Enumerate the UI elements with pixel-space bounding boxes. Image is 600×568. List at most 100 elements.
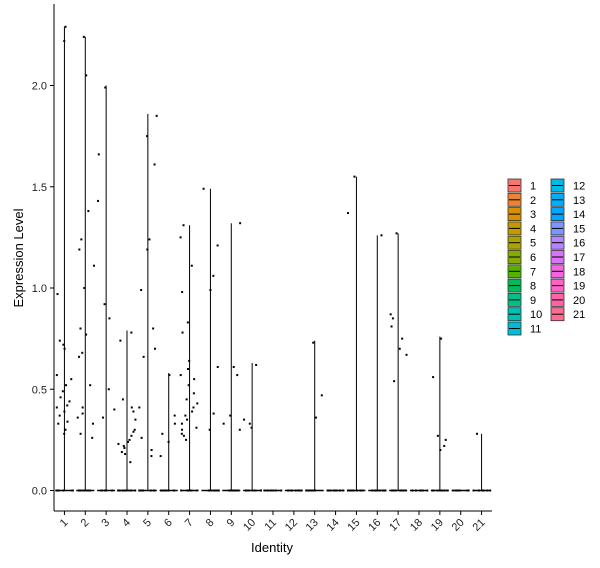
data-point: [108, 317, 111, 320]
data-point: [64, 428, 67, 431]
data-point: [216, 489, 219, 492]
data-point: [134, 418, 137, 421]
data-point: [62, 489, 65, 492]
data-point: [310, 489, 313, 492]
data-point: [134, 489, 137, 492]
x-tick-label: 17: [387, 517, 404, 534]
data-point: [63, 432, 66, 435]
data-point: [66, 404, 69, 407]
data-point: [482, 489, 485, 492]
data-point: [374, 489, 377, 492]
data-point: [186, 321, 189, 324]
data-point: [489, 489, 492, 492]
data-point: [287, 489, 290, 492]
data-point: [130, 489, 133, 492]
data-point: [306, 489, 309, 492]
legend-label: 1: [530, 181, 536, 193]
data-point: [300, 489, 303, 492]
data-point: [401, 337, 404, 340]
violin-20: [451, 489, 470, 492]
data-point: [140, 436, 143, 439]
data-point: [68, 400, 71, 403]
legend-label: 19: [573, 281, 585, 293]
data-point: [165, 489, 168, 492]
data-point: [64, 25, 67, 28]
data-point: [119, 339, 122, 342]
y-tick-label: 0.0: [32, 486, 47, 498]
data-point: [191, 410, 194, 413]
violin-10: [243, 362, 262, 492]
data-point: [83, 489, 86, 492]
legend-label: 5: [530, 238, 536, 250]
violin-17: [389, 232, 408, 492]
data-point: [58, 339, 61, 342]
data-point: [190, 489, 193, 492]
data-point: [195, 426, 198, 429]
data-point: [187, 384, 190, 387]
legend-label: 13: [573, 195, 585, 207]
data-point: [248, 422, 251, 425]
data-point: [404, 489, 407, 492]
violin-19: [430, 336, 449, 492]
data-point: [432, 376, 435, 379]
data-point: [180, 422, 183, 425]
data-point: [238, 428, 241, 431]
data-point: [146, 135, 149, 138]
data-point: [130, 331, 133, 334]
data-point: [381, 489, 384, 492]
legend-label: 10: [530, 309, 542, 321]
data-point: [186, 418, 189, 421]
legend-item-14: 14: [550, 207, 585, 221]
violin-14: [326, 489, 345, 492]
data-point: [159, 455, 162, 458]
data-point: [371, 489, 374, 492]
data-point: [179, 374, 182, 377]
data-point: [181, 291, 184, 294]
data-point: [182, 434, 185, 437]
violin-4: [117, 330, 137, 492]
data-point: [393, 489, 396, 492]
data-point: [56, 489, 59, 492]
data-point: [309, 489, 312, 492]
data-point: [346, 489, 349, 492]
legend-item-2: 2: [507, 192, 536, 207]
data-point: [123, 446, 126, 449]
y-tick-label: 1.0: [32, 283, 47, 295]
data-point: [161, 489, 164, 492]
data-point: [290, 489, 293, 492]
data-point: [81, 351, 84, 354]
data-point: [477, 489, 480, 492]
data-point: [79, 327, 82, 330]
data-point: [100, 489, 103, 492]
data-point: [320, 394, 323, 397]
data-point: [187, 368, 190, 370]
x-tick-label: 18: [408, 517, 425, 534]
legend-label: 12: [573, 181, 585, 193]
plot-area: [55, 25, 492, 492]
data-point: [347, 212, 350, 215]
data-point: [327, 489, 330, 492]
axes: 0.00.51.01.52.01 2 3 4 5 6 7 8 9 10 11 12 13 14 15 16 17…: [32, 4, 492, 534]
data-point: [132, 430, 135, 433]
data-point: [452, 489, 455, 492]
data-point: [378, 489, 381, 492]
data-point: [141, 489, 144, 492]
data-point: [395, 232, 398, 235]
data-point: [245, 489, 248, 492]
legend-item-9: 9: [507, 292, 536, 307]
data-point: [153, 163, 156, 166]
data-point: [353, 175, 356, 178]
data-point: [305, 489, 308, 492]
violin-12: [284, 489, 303, 492]
data-point: [190, 264, 193, 267]
x-tick-label: 8: [204, 517, 217, 530]
violin-5: [138, 113, 158, 492]
data-point: [311, 489, 314, 492]
x-tick-label: 9: [225, 517, 238, 530]
data-point: [400, 489, 403, 492]
data-point: [439, 449, 442, 451]
data-point: [132, 410, 135, 413]
data-point: [71, 489, 74, 492]
violin-2: [76, 35, 96, 492]
